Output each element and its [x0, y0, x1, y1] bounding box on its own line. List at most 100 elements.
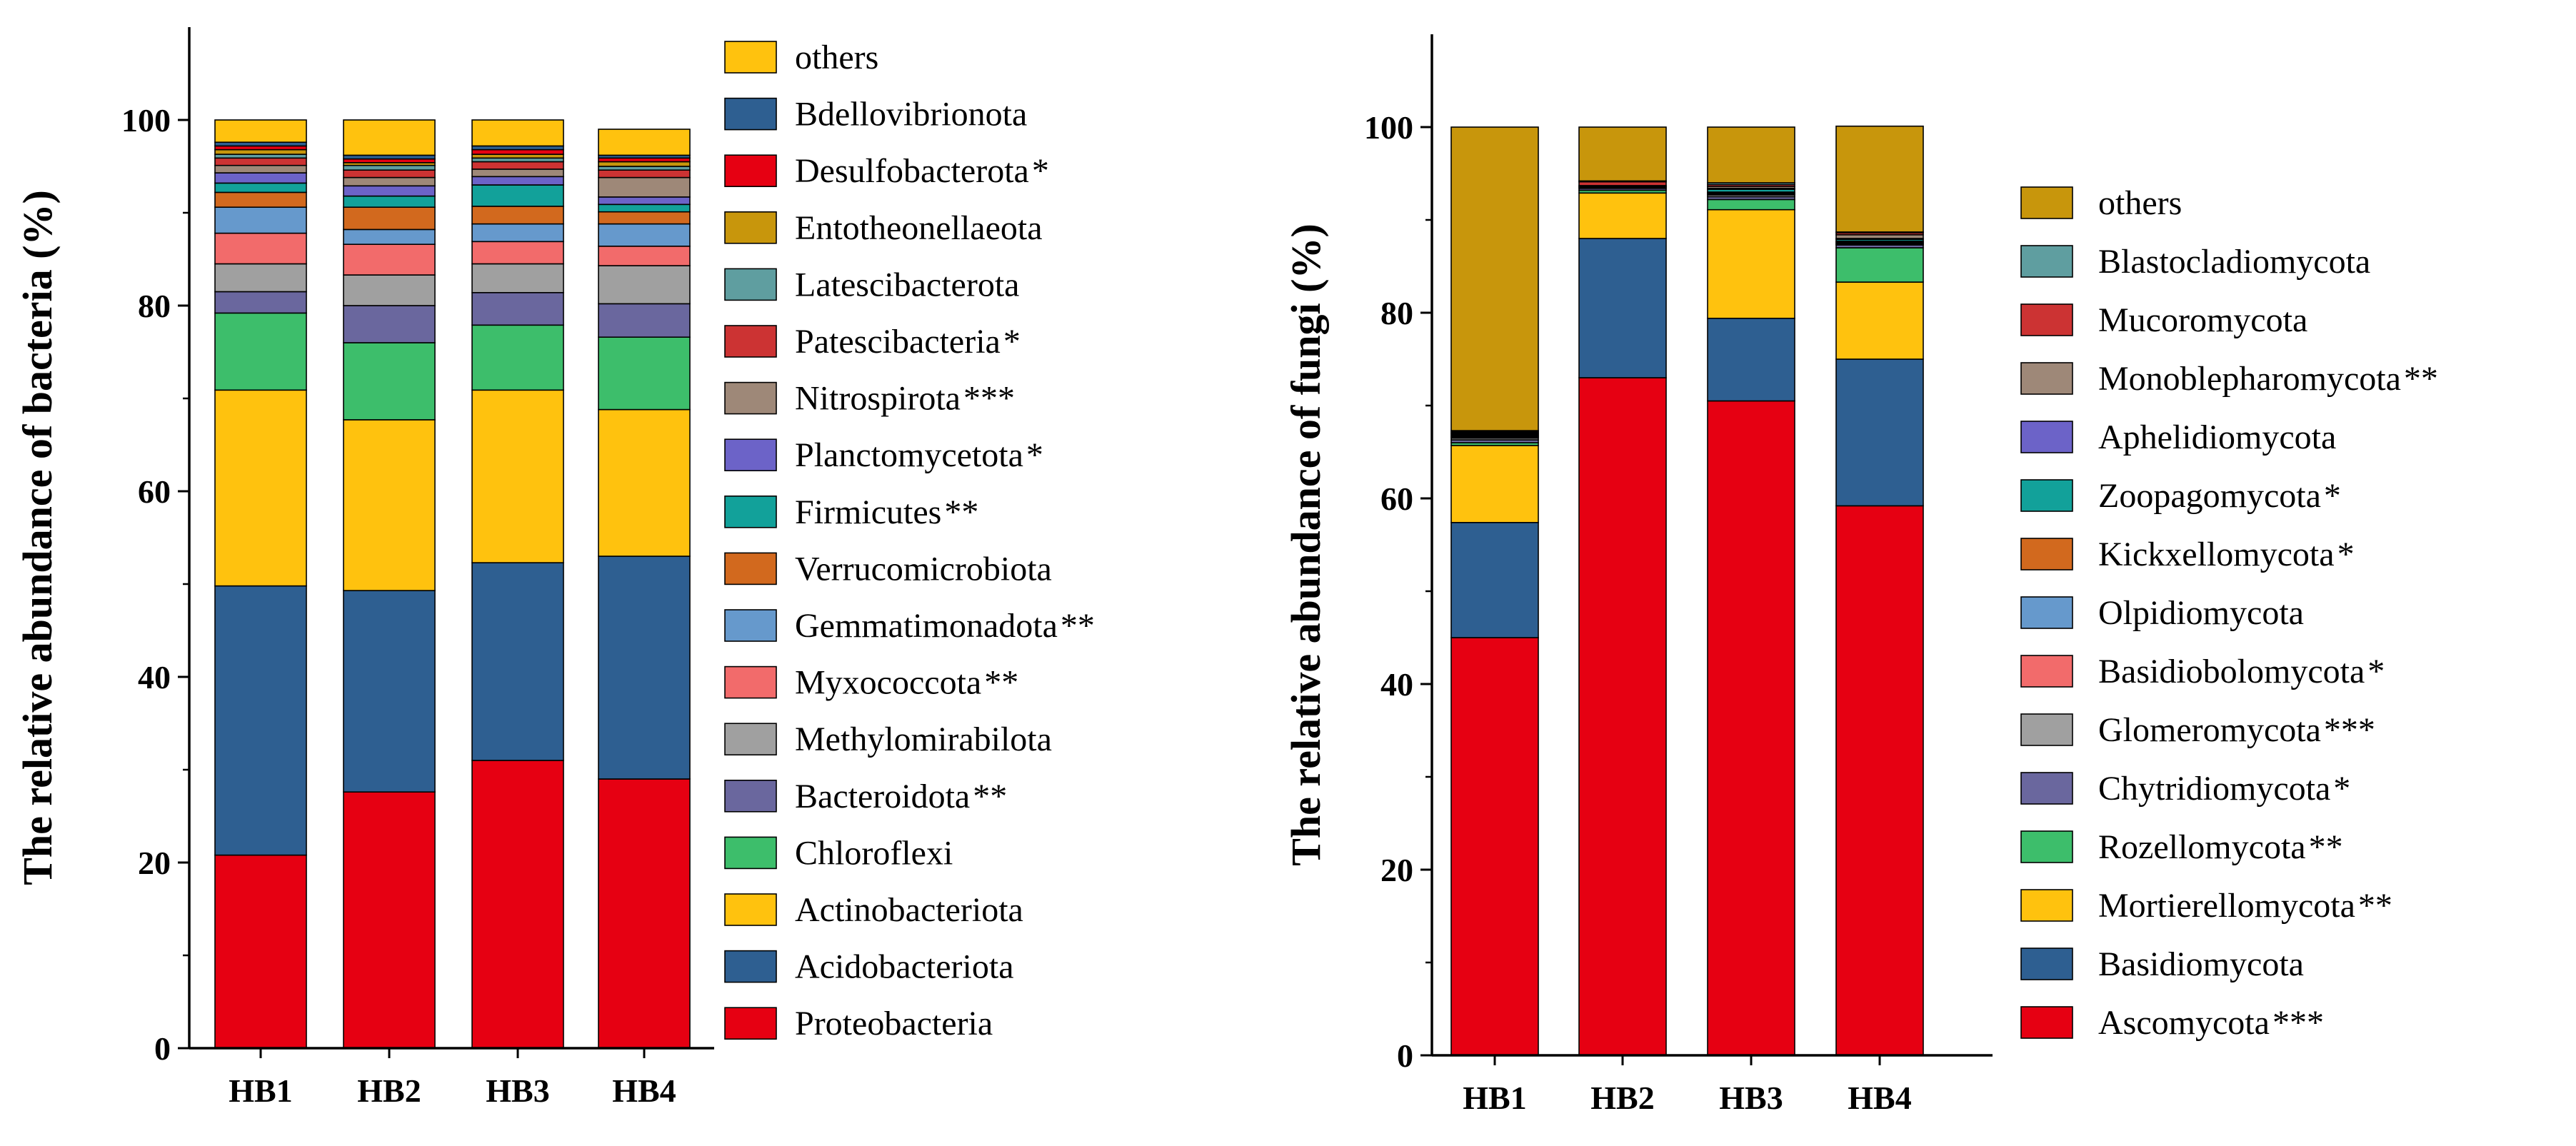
bacteria-x-tick-label: HB1 [229, 1072, 292, 1109]
bacteria-bar-hb4-seg-7 [598, 223, 691, 247]
bacteria-y-tick-label: 100 [121, 102, 171, 139]
bacteria-legend-label-0: Proteobacteria [795, 1005, 993, 1042]
bacteria-bar-hb1-seg-1 [214, 585, 307, 856]
bacteria-bar-hb1-seg-9 [214, 182, 307, 193]
legend-significance: ** [2309, 828, 2343, 866]
fungi-legend-label-1: Basidiomycota [2098, 945, 2304, 983]
bacteria-legend-swatch-1 [724, 950, 777, 983]
bacteria-chart: HB1 HB2 HB3 HB4 0 20 40 60 80 100 The relative abu… [14, 27, 1095, 1109]
bacteria-bar-hb1-seg-7 [214, 206, 307, 234]
bacteria-bar-hb3-seg-10 [471, 176, 564, 186]
legend-name: Bacteroidota [795, 778, 970, 815]
fungi-legend-swatch-14 [2020, 186, 2073, 219]
bacteria-bar-hb3-seg-12 [471, 161, 564, 170]
bacteria-x-tick-label: HB2 [357, 1072, 421, 1109]
bacteria-bar-hb4-seg-6 [598, 245, 691, 266]
fungi-legend-label-2: Mortierellomycota** [2098, 887, 2392, 925]
fungi-bar-hb3-seg-3 [1707, 198, 1795, 211]
bacteria-bar-hb4-seg-2 [598, 408, 691, 557]
legend-name: Chloroflexi [795, 834, 953, 872]
bacteria-bar-hb2-seg-13 [343, 164, 436, 171]
bacteria-y-tick-label: 0 [154, 1030, 171, 1067]
fungi-legend-label-0: Ascomycota*** [2098, 1004, 2324, 1042]
legend-name: Firmicutes [795, 493, 941, 531]
legend-name: Verrucomicrobiota [795, 550, 1052, 588]
fungi-bar-hb1-seg-14 [1450, 126, 1539, 431]
bacteria-legend-swatch-2 [724, 893, 777, 926]
fungi-legend-swatch-4 [2020, 772, 2073, 805]
fungi-bar-hb2-seg-2 [1578, 192, 1667, 239]
bacteria-bar-hb1-seg-11 [214, 164, 307, 174]
bacteria-bar-hb4-seg-4 [598, 303, 691, 338]
bacteria-bar-hb1-seg-5 [214, 263, 307, 293]
bacteria-y-tick-label: 20 [138, 845, 171, 881]
bacteria-bar-hb4-seg-17 [598, 129, 691, 156]
fungi-legend-swatch-2 [2020, 889, 2073, 922]
fungi-legend-swatch-6 [2020, 655, 2073, 688]
legend-name: others [2098, 184, 2182, 222]
fungi-y-tick-label: 0 [1397, 1037, 1413, 1074]
bacteria-bar-hb3-seg-0 [471, 760, 564, 1049]
bacteria-bar-hb2-seg-7 [343, 228, 436, 245]
legend-name: Aphelidiomycota [2098, 418, 2336, 456]
fungi-y-axis-title: The relative abundance of fungi (%) [1283, 223, 1329, 866]
legend-name: Latescibacterota [795, 266, 1019, 303]
fungi-x-tick-label: HB4 [1848, 1080, 1911, 1116]
legend-significance: *** [2324, 711, 2375, 749]
bacteria-legend-swatch-5 [724, 723, 777, 756]
bacteria-y-axis-title: The relative abundance of bacteria (%) [14, 190, 61, 885]
bacteria-bar-hb4-seg-12 [598, 169, 691, 179]
bacteria-legend-label-4: Bacteroidota** [795, 778, 1007, 815]
bacteria-bar-hb4-seg-10 [598, 196, 691, 206]
fungi-legend-swatch-5 [2020, 713, 2073, 746]
fungi-legend-swatch-11 [2020, 362, 2073, 395]
fungi-legend-swatch-0 [2020, 1006, 2073, 1039]
fungi-legend-label-14: others [2098, 184, 2182, 222]
bacteria-bar-hb3-seg-1 [471, 562, 564, 761]
bacteria-legend-label-16: Bdellovibrionota [795, 96, 1027, 134]
legend-significance: ** [1061, 607, 1095, 645]
bacteria-bar-hb2-seg-17 [343, 119, 436, 156]
bacteria-legend-label-7: Gemmatimonadota** [795, 607, 1095, 645]
fungi-legend-label-4: Chytridiomycota* [2098, 770, 2350, 808]
bacteria-legend-label-5: Methylomirabilota [795, 720, 1052, 758]
bacteria-bar-hb3-seg-15 [471, 149, 564, 155]
bacteria-bar-hb1-seg-2 [214, 389, 307, 587]
fungi-bar-hb4-seg-2 [1835, 281, 1924, 360]
legend-name: Monoblepharomycota [2098, 360, 2401, 398]
bacteria-x-tick-label: HB4 [612, 1072, 676, 1109]
legend-name: Olpidiomycota [2098, 594, 2304, 632]
bacteria-legend-swatch-8 [724, 552, 777, 585]
legend-name: Mortierellomycota [2098, 887, 2355, 925]
legend-name: Proteobacteria [795, 1005, 993, 1042]
fungi-bar-hb2-seg-1 [1578, 238, 1667, 378]
bacteria-legend-label-15: Desulfobacterota* [795, 152, 1049, 190]
legend-name: Bdellovibrionota [795, 96, 1027, 134]
fungi-legend-label-8: Kickxellomycota* [2098, 536, 2355, 573]
bacteria-legend-label-14: Entotheonellaeota [795, 209, 1043, 247]
legend-name: Blastocladiomycota [2098, 243, 2370, 281]
fungi-legend-swatch-13 [2020, 245, 2073, 278]
bacteria-bar-hb1-seg-4 [214, 291, 307, 314]
bacteria-bar-hb2-seg-11 [343, 176, 436, 187]
bacteria-legend-swatch-3 [724, 836, 777, 870]
bacteria-bar-hb3-seg-2 [471, 389, 564, 563]
legend-significance: * [2367, 653, 2385, 690]
bacteria-bar-hb4-seg-1 [598, 556, 691, 780]
legend-name: Basidiomycota [2098, 945, 2304, 983]
bacteria-bar-hb3-seg-11 [471, 169, 564, 178]
bacteria-bar-hb4-seg-9 [598, 203, 691, 213]
legend-significance: * [1032, 152, 1049, 190]
fungi-bar-hb3-seg-1 [1707, 317, 1795, 402]
bacteria-bar-hb3-seg-8 [471, 206, 564, 225]
bacteria-bar-hb3-seg-6 [471, 241, 564, 265]
fungi-bar-hb2-seg-0 [1578, 377, 1667, 1056]
fungi-legend-swatch-1 [2020, 948, 2073, 980]
bacteria-bar-hb4-seg-11 [598, 176, 691, 198]
fungi-legend-swatch-10 [2020, 421, 2073, 453]
bacteria-bar-hb3-seg-7 [471, 223, 564, 243]
legend-significance: * [1003, 323, 1021, 361]
bacteria-legend-swatch-4 [724, 780, 777, 813]
bacteria-bar-hb1-seg-3 [214, 312, 307, 391]
bacteria-bar-hb1-seg-10 [214, 172, 307, 184]
